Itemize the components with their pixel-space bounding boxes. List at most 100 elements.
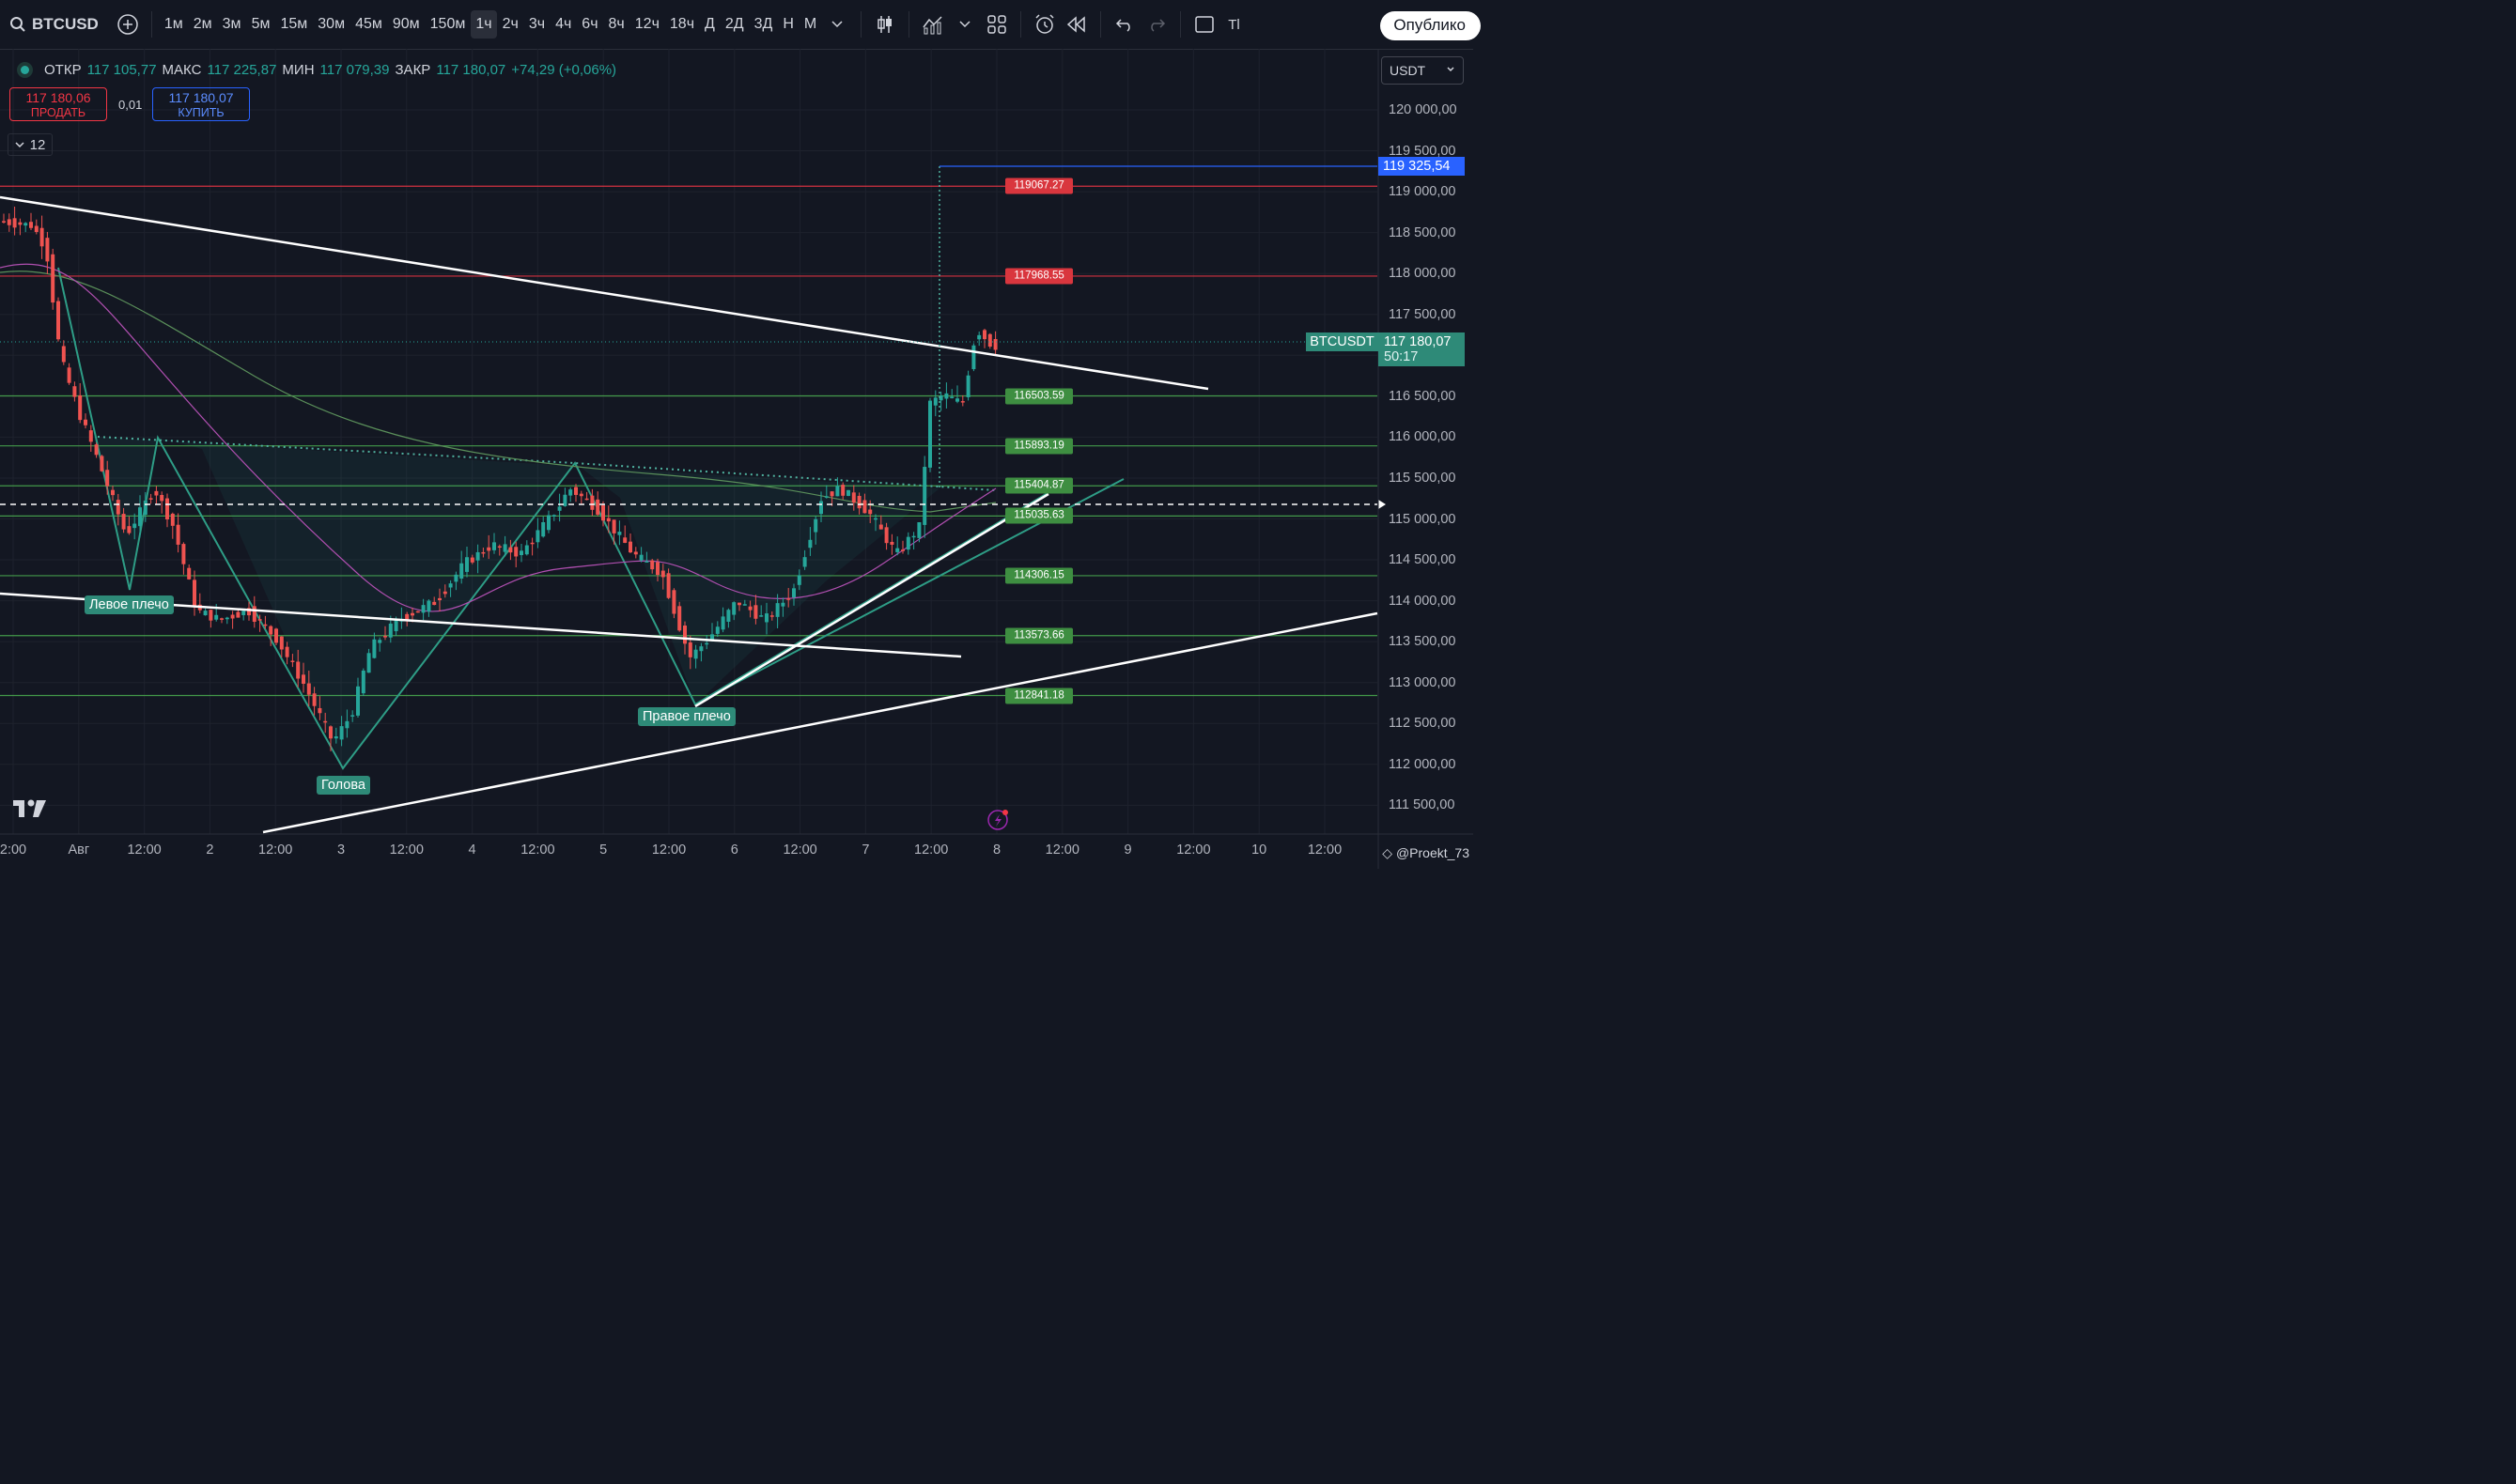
level-price-tag[interactable]: 115404.87	[1005, 477, 1073, 494]
timeframe-button[interactable]: 4ч	[555, 16, 572, 32]
candle-body	[939, 395, 943, 401]
chart-type-button[interactable]	[869, 8, 901, 40]
replay-button[interactable]	[1061, 8, 1093, 40]
time-axis-label: 12:00	[389, 842, 424, 858]
candle-body	[121, 514, 126, 530]
level-price-tag[interactable]: 112841.18	[1005, 688, 1073, 704]
indicators-dropdown[interactable]	[949, 8, 981, 40]
chevron-down-icon	[15, 141, 24, 147]
candle-body	[148, 498, 153, 500]
level-price-tag[interactable]: 113573.66	[1005, 627, 1073, 644]
timeframe-button[interactable]: 6ч	[582, 16, 598, 32]
time-axis-label: 7	[862, 842, 870, 858]
sell-button[interactable]: 117 180,06 ПРОДАТЬ	[9, 87, 107, 121]
timeframe-button[interactable]: 2м	[193, 16, 212, 32]
level-price-tag[interactable]: 119067.27	[1005, 178, 1073, 194]
price-axis-label: 115 500,00	[1389, 470, 1456, 486]
candle-body	[51, 254, 55, 303]
candle-body	[612, 519, 616, 533]
candle-body	[851, 492, 856, 503]
publish-button[interactable]: Опублико	[1380, 11, 1481, 40]
candle-body	[94, 444, 99, 456]
currency-value: USDT	[1390, 63, 1426, 78]
candle-body	[127, 526, 132, 533]
timeframe-button[interactable]: 12ч	[634, 16, 660, 32]
candle-body	[241, 611, 246, 615]
timeframe-button[interactable]: 1м	[163, 16, 183, 32]
alert-button[interactable]	[1029, 8, 1061, 40]
toolbar-divider	[1020, 11, 1022, 38]
time-axis-label: 10	[1251, 842, 1267, 858]
level-price-tag[interactable]: 115893.19	[1005, 438, 1073, 455]
candle-body	[306, 683, 311, 695]
add-symbol-button[interactable]	[112, 8, 144, 40]
tradingview-logo[interactable]	[13, 798, 47, 824]
timeframe-dropdown[interactable]	[821, 8, 853, 40]
candle-body	[530, 542, 535, 545]
timeframe-button[interactable]: 3Д	[753, 16, 773, 32]
price-axis-label: 120 000,00	[1389, 102, 1457, 117]
price-axis-label: 117 500,00	[1389, 306, 1456, 322]
candle-body	[769, 615, 774, 617]
timeframe-button[interactable]: 30м	[318, 16, 346, 32]
timeframe-button[interactable]: Н	[783, 16, 794, 32]
level-price-tag[interactable]: 115035.63	[1005, 507, 1073, 524]
layouts-button[interactable]	[981, 8, 1013, 40]
timeframe-button[interactable]: 1ч	[471, 10, 497, 39]
toolbar-divider	[1180, 11, 1182, 38]
candle-body	[983, 330, 986, 340]
candle-body	[323, 720, 328, 723]
sell-price: 117 180,06	[25, 90, 91, 105]
level-price-tag[interactable]: 114306.15	[1005, 567, 1073, 584]
currency-select[interactable]: USDT	[1381, 56, 1464, 85]
price-chart[interactable]	[0, 0, 1473, 869]
timeframe-button[interactable]: 90м	[392, 16, 420, 32]
candle-body	[252, 606, 256, 623]
candle-body	[257, 619, 262, 621]
timeframe-button[interactable]: 18ч	[669, 16, 695, 32]
timeframe-button[interactable]: 45м	[355, 16, 382, 32]
candle-body	[579, 493, 583, 497]
author-name: @Proekt_73	[1395, 845, 1469, 860]
level-price-tag[interactable]: 116503.59	[1005, 388, 1073, 405]
candle-body	[917, 522, 922, 538]
timeframe-button[interactable]: М	[803, 16, 817, 32]
timeframe-button[interactable]: 150м	[429, 16, 466, 32]
time-axis-label: Авг	[68, 842, 90, 858]
timeframe-button[interactable]: 8ч	[608, 16, 625, 32]
timeframe-button[interactable]: 3ч	[528, 16, 546, 32]
indicators-button[interactable]	[917, 8, 949, 40]
timeframe-button[interactable]: Д	[705, 16, 715, 32]
candle-body	[181, 544, 186, 564]
price-axis-label: 113 500,00	[1389, 634, 1456, 650]
candle-body	[285, 646, 289, 657]
timeframe-button[interactable]: 5м	[251, 16, 271, 32]
candle-body	[290, 660, 295, 662]
price-axis-label: 112 500,00	[1389, 716, 1456, 732]
uptrend-line-right	[694, 492, 1049, 708]
candle-body	[84, 419, 87, 425]
candle-body	[415, 611, 420, 613]
candle-body	[366, 653, 371, 673]
indicators-count: 12	[29, 136, 46, 153]
indicators-icon	[923, 16, 942, 35]
timeframe-button[interactable]: 2Д	[724, 16, 744, 32]
candle-body	[45, 238, 50, 262]
candle-body	[623, 537, 628, 543]
redo-button[interactable]	[1141, 8, 1173, 40]
symbol-search[interactable]: BTCUSD	[0, 15, 112, 34]
candle-body	[660, 570, 665, 578]
candle-body	[955, 398, 959, 402]
timeframe-button[interactable]: 15м	[280, 16, 308, 32]
undo-button[interactable]	[1109, 8, 1141, 40]
candle-body	[933, 397, 938, 406]
fullscreen-button[interactable]	[1188, 8, 1220, 40]
timeframe-button[interactable]: 2ч	[502, 16, 519, 32]
candle-body	[72, 386, 77, 397]
indicators-collapse-toggle[interactable]: 12	[8, 133, 53, 156]
timeframe-button[interactable]: 3м	[222, 16, 241, 32]
level-price-tag[interactable]: 117968.55	[1005, 268, 1073, 285]
buy-button[interactable]: 117 180,07 КУПИТЬ	[152, 87, 250, 121]
candle-body	[61, 346, 66, 363]
candle-body	[514, 547, 519, 557]
